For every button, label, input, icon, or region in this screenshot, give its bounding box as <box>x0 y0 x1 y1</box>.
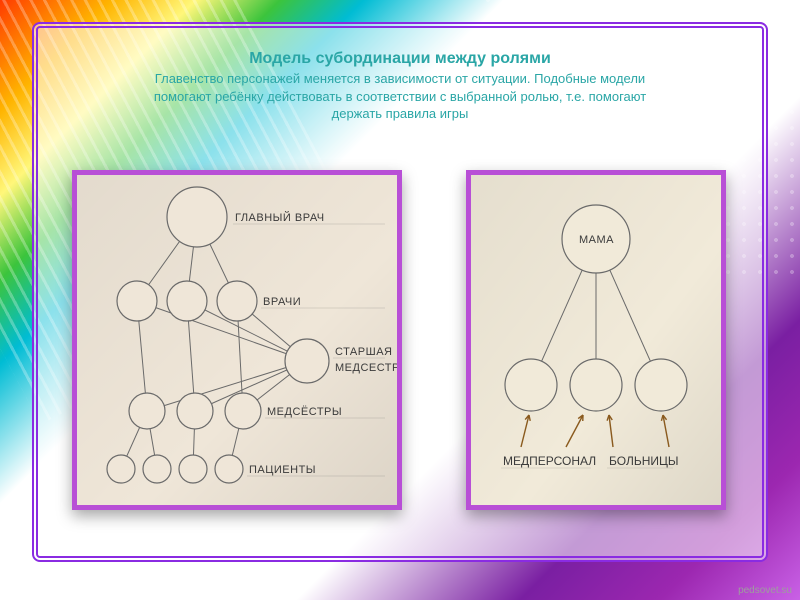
left-hierarchy-diagram: ГЛАВНЫЙ ВРАЧ ВРАЧИ СТАРШАЯ МЕДСЕСТРА МЕДСЁСТ… <box>77 175 397 505</box>
right-hierarchy-diagram: МАМА МЕДПЕРСОНАЛ БОЛЬНИЦЫ <box>471 175 721 505</box>
svg-text:МЕДСЁСТРЫ: МЕДСЁСТРЫ <box>267 406 342 418</box>
subtitle-line-2: помогают ребёнку действовать в соответст… <box>154 89 646 104</box>
svg-text:ПАЦИЕНТЫ: ПАЦИЕНТЫ <box>249 464 316 476</box>
subtitle-line-1: Главенство персонажей меняется в зависим… <box>155 71 645 86</box>
svg-text:ВРАЧИ: ВРАЧИ <box>263 296 301 308</box>
subtitle-line-3: держать правила игры <box>332 106 469 121</box>
watermark: pedsovet.su <box>738 585 792 596</box>
svg-text:СТАРШАЯ: СТАРШАЯ <box>335 346 392 358</box>
left-diagram-card: ГЛАВНЫЙ ВРАЧ ВРАЧИ СТАРШАЯ МЕДСЕСТРА МЕДСЁСТ… <box>72 170 402 510</box>
svg-text:БОЛЬНИЦЫ: БОЛЬНИЦЫ <box>609 454 678 468</box>
slide-subtitle: Главенство персонажей меняется в зависим… <box>48 70 752 123</box>
svg-text:МАМА: МАМА <box>579 234 614 246</box>
svg-text:ГЛАВНЫЙ ВРАЧ: ГЛАВНЫЙ ВРАЧ <box>235 211 325 224</box>
slide-title: Модель субординации между ролями <box>60 50 740 68</box>
svg-text:МЕДПЕРСОНАЛ: МЕДПЕРСОНАЛ <box>503 454 596 468</box>
right-diagram-card: МАМА МЕДПЕРСОНАЛ БОЛЬНИЦЫ <box>466 170 726 510</box>
svg-text:МЕДСЕСТРА: МЕДСЕСТРА <box>335 362 397 374</box>
